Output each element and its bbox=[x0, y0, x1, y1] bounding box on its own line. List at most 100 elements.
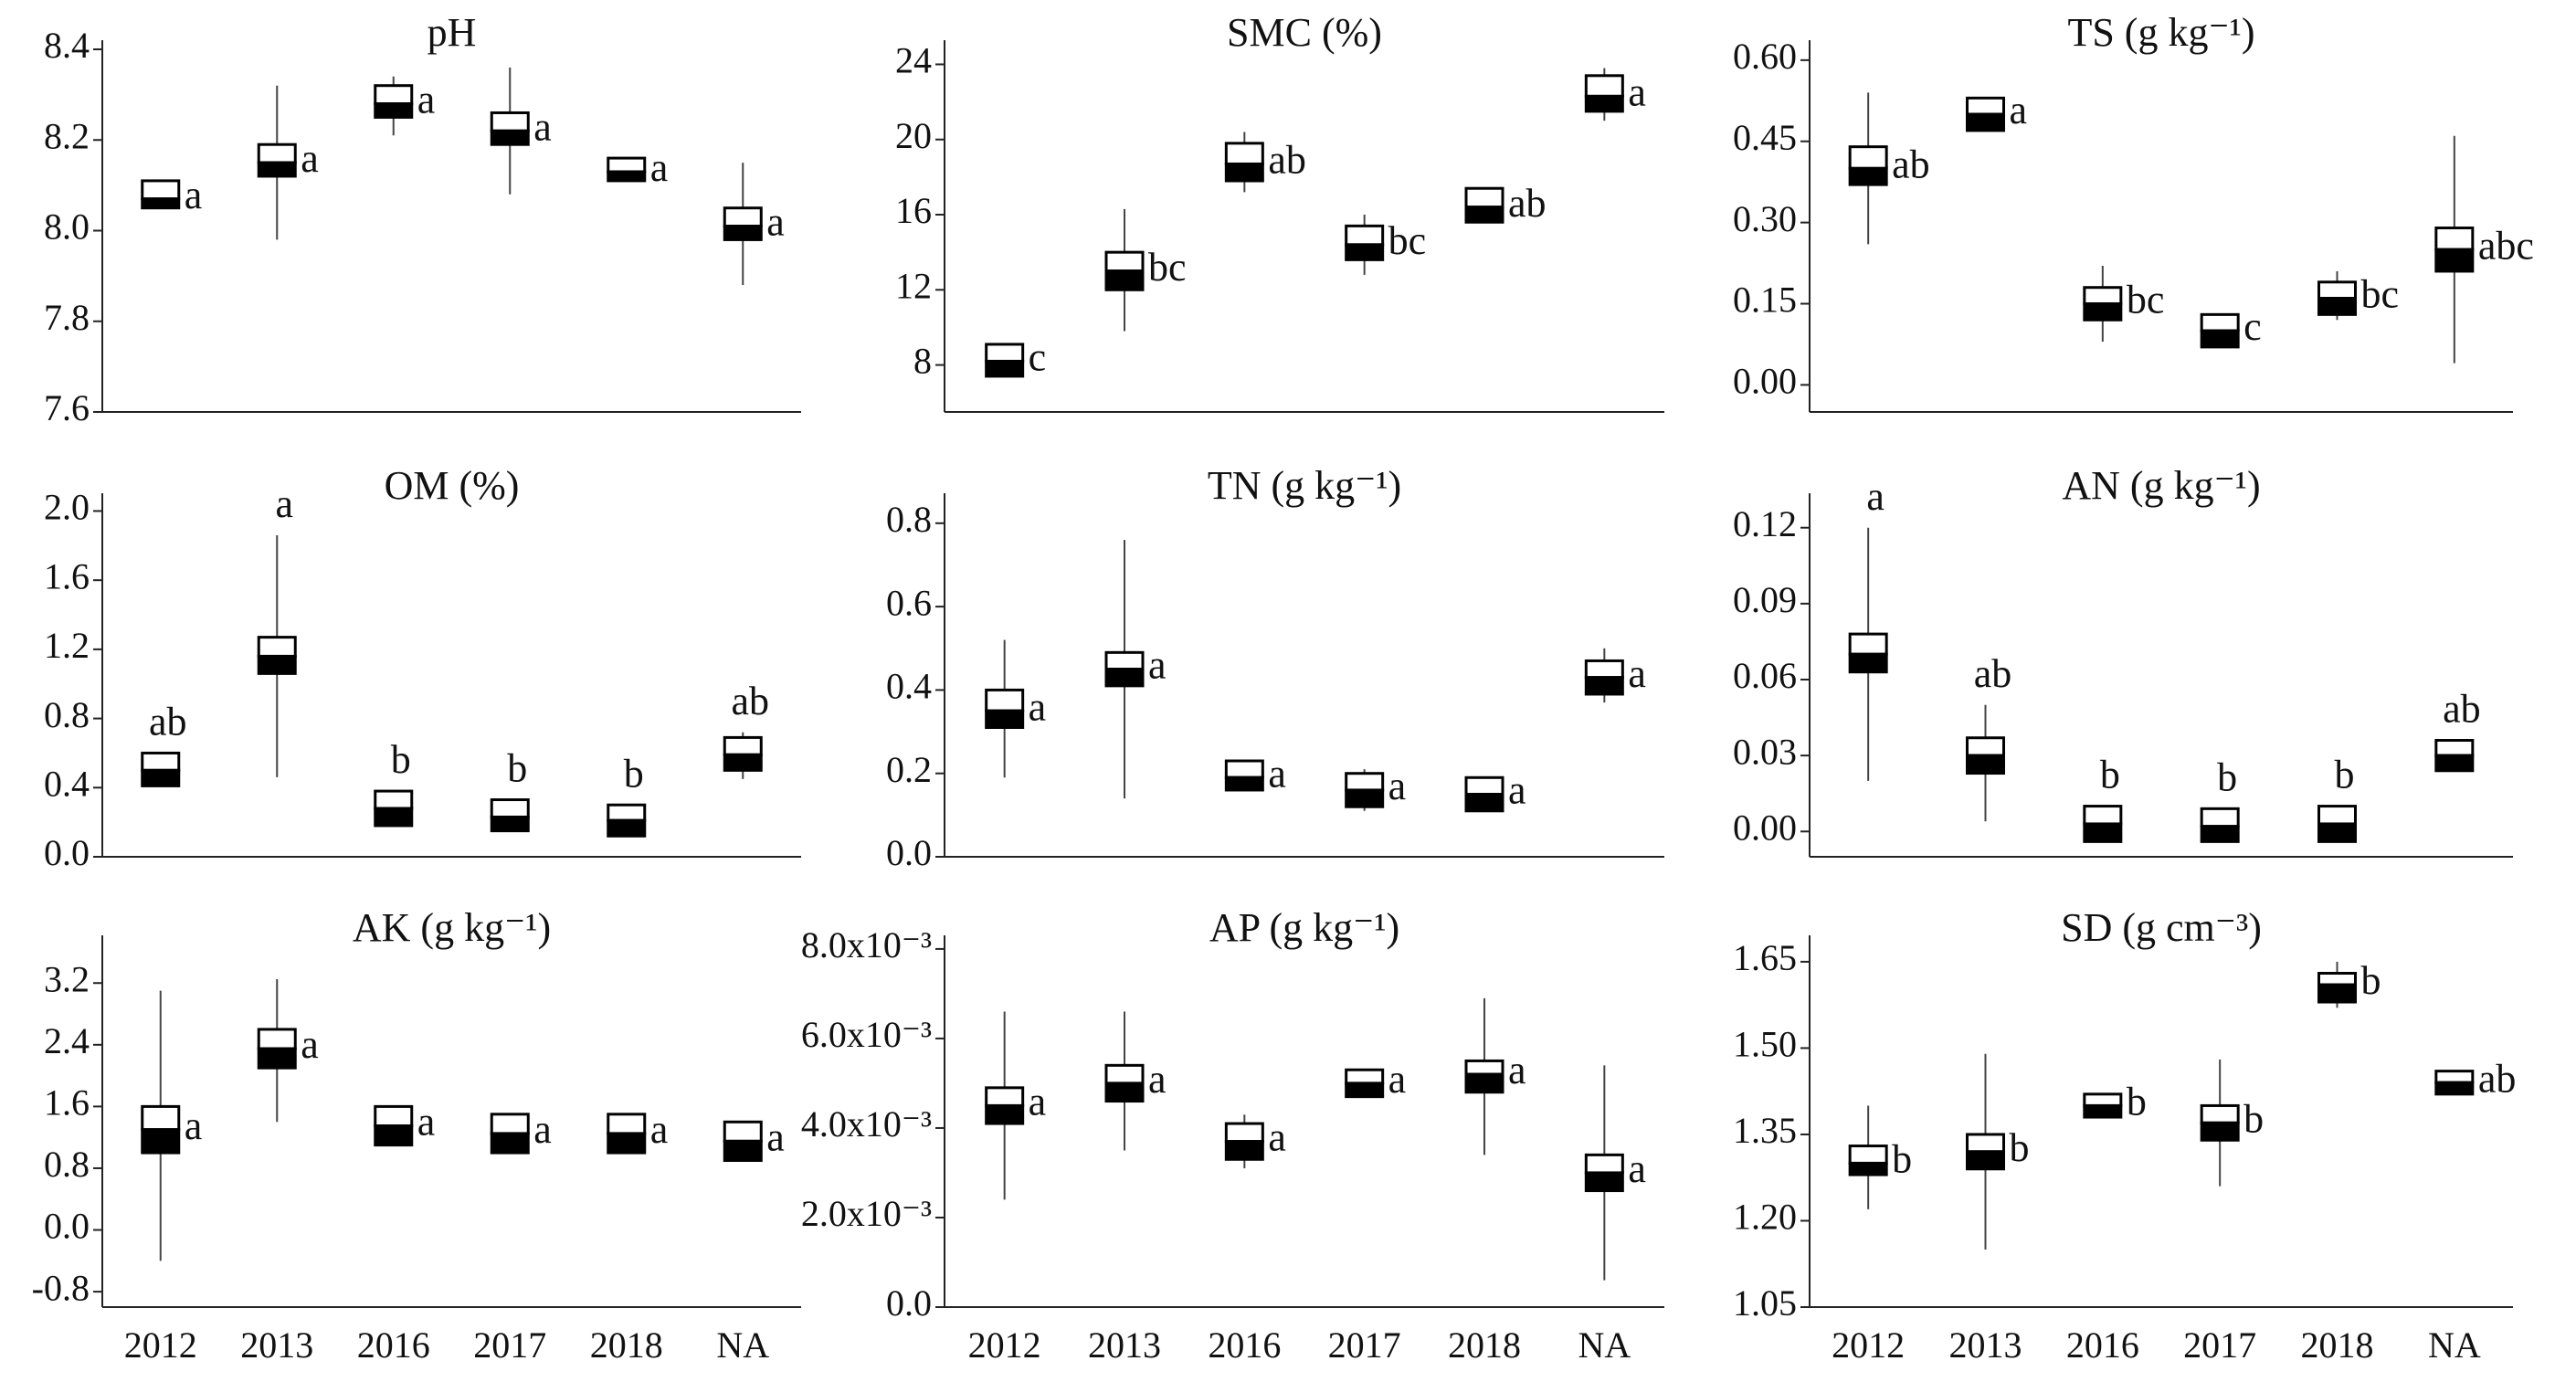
box-upper bbox=[1584, 659, 1624, 680]
x-tick-label: NA bbox=[716, 1324, 769, 1366]
box-lower bbox=[985, 1103, 1025, 1125]
box-lower bbox=[2434, 1081, 2475, 1096]
significance-letter: b bbox=[2100, 753, 2120, 797]
x-tick-label: 2012 bbox=[124, 1324, 197, 1366]
y-tick-label: 8.4 bbox=[44, 25, 90, 66]
significance-letter: b bbox=[624, 751, 644, 796]
box-upper bbox=[1464, 186, 1504, 209]
significance-letter: a bbox=[1628, 651, 1646, 696]
x-tick-label: 2012 bbox=[1832, 1324, 1905, 1366]
x-tick-label: 2013 bbox=[1088, 1324, 1161, 1366]
significance-letter: c bbox=[1029, 335, 1047, 380]
y-tick-label: 0.30 bbox=[1733, 198, 1797, 239]
significance-letter: a bbox=[1866, 474, 1884, 519]
box-upper bbox=[141, 1104, 181, 1132]
significance-letter: a bbox=[1029, 1080, 1047, 1124]
y-tick-label: 1.20 bbox=[1733, 1197, 1797, 1238]
box-upper bbox=[2200, 1103, 2240, 1124]
box-upper bbox=[257, 142, 297, 164]
box-upper bbox=[1584, 74, 1624, 98]
significance-letter: a bbox=[1388, 764, 1407, 808]
y-tick-label: 2.0 bbox=[44, 487, 90, 528]
box-upper bbox=[1224, 142, 1264, 165]
significance-letter: ab bbox=[1974, 651, 2012, 696]
y-tick-label: 0.09 bbox=[1733, 579, 1797, 620]
y-tick-label: 0.03 bbox=[1733, 731, 1797, 772]
box-upper bbox=[374, 84, 414, 106]
significance-letter: ab bbox=[2443, 687, 2481, 732]
box-upper bbox=[985, 688, 1025, 712]
box-lower bbox=[607, 1132, 647, 1155]
x-tick-label: 2016 bbox=[2066, 1324, 2139, 1366]
y-tick-label: 0.0 bbox=[886, 1282, 932, 1324]
significance-letter: b bbox=[2127, 1080, 2147, 1124]
y-tick-label: 8.0 bbox=[44, 206, 90, 248]
significance-letter: a bbox=[185, 173, 203, 217]
significance-letter: a bbox=[417, 1100, 436, 1145]
significance-letter: c bbox=[2243, 304, 2262, 349]
box-upper bbox=[1224, 1122, 1264, 1144]
significance-letter: a bbox=[766, 1114, 785, 1159]
significance-letter: bc bbox=[1388, 218, 1427, 263]
y-tick-label: 2.4 bbox=[44, 1020, 90, 1061]
box-lower bbox=[1584, 1171, 1624, 1193]
significance-letter: a bbox=[301, 1022, 319, 1067]
significance-letter: b bbox=[2361, 958, 2381, 1003]
y-tick-label: 0.8 bbox=[44, 694, 90, 735]
significance-letter: ab bbox=[2478, 1056, 2517, 1101]
box-lower bbox=[1224, 162, 1264, 183]
y-tick-label: 3.2 bbox=[44, 958, 90, 999]
y-tick-label: 1.6 bbox=[44, 555, 90, 596]
box-lower bbox=[1345, 1081, 1385, 1099]
y-tick-label: 0.00 bbox=[1733, 361, 1797, 402]
y-tick-label: 0.00 bbox=[1733, 807, 1797, 848]
y-tick-label: 1.6 bbox=[44, 1082, 90, 1124]
box-upper bbox=[1104, 1063, 1145, 1085]
box-upper bbox=[1464, 775, 1504, 796]
box-lower bbox=[1464, 793, 1504, 813]
y-tick-label: 7.6 bbox=[44, 387, 90, 428]
box-upper bbox=[1848, 1145, 1888, 1165]
box-upper bbox=[723, 206, 763, 228]
x-tick-label: 2017 bbox=[2183, 1324, 2256, 1366]
x-tick-label: 2018 bbox=[590, 1324, 663, 1366]
panel-title: TN (g kg⁻¹) bbox=[1208, 463, 1401, 508]
box-upper bbox=[141, 179, 181, 201]
box-lower bbox=[1345, 243, 1385, 261]
significance-letter: ab bbox=[731, 679, 769, 723]
y-tick-label: 6.0x10⁻³ bbox=[801, 1014, 932, 1055]
y-tick-label: 7.8 bbox=[44, 297, 90, 338]
significance-letter: b bbox=[391, 737, 411, 782]
significance-letter: a bbox=[533, 1107, 552, 1152]
box-lower bbox=[374, 102, 414, 119]
box-upper bbox=[607, 156, 647, 174]
x-tick-label: 2012 bbox=[968, 1324, 1041, 1366]
y-tick-label: 16 bbox=[895, 190, 932, 231]
significance-letter: a bbox=[1628, 70, 1646, 115]
significance-letter: a bbox=[533, 104, 552, 149]
y-tick-label: 0.12 bbox=[1733, 503, 1797, 544]
significance-letter: a bbox=[1268, 751, 1286, 796]
significance-letter: a bbox=[301, 136, 319, 181]
y-tick-label: 24 bbox=[895, 40, 932, 81]
panel-title: SD (g cm⁻³) bbox=[2061, 905, 2262, 950]
box-upper bbox=[2200, 807, 2240, 828]
box-lower bbox=[141, 1128, 181, 1155]
box-upper bbox=[1104, 650, 1145, 671]
significance-letter: b bbox=[2217, 754, 2237, 799]
y-tick-label: 1.05 bbox=[1733, 1282, 1797, 1324]
box-lower bbox=[1224, 775, 1264, 792]
box-lower bbox=[141, 768, 181, 787]
y-tick-label: -0.8 bbox=[32, 1267, 90, 1308]
y-tick-label: 0.8 bbox=[44, 1144, 90, 1185]
box-upper bbox=[1584, 1153, 1624, 1175]
box-lower bbox=[257, 161, 297, 178]
box-upper bbox=[1345, 1068, 1385, 1085]
y-tick-label: 2.0x10⁻³ bbox=[801, 1193, 932, 1234]
box-upper bbox=[2317, 972, 2357, 986]
box-lower bbox=[1584, 676, 1624, 696]
box-lower bbox=[1966, 112, 2005, 132]
y-tick-label: 8 bbox=[913, 341, 932, 382]
box-upper bbox=[2083, 286, 2123, 305]
